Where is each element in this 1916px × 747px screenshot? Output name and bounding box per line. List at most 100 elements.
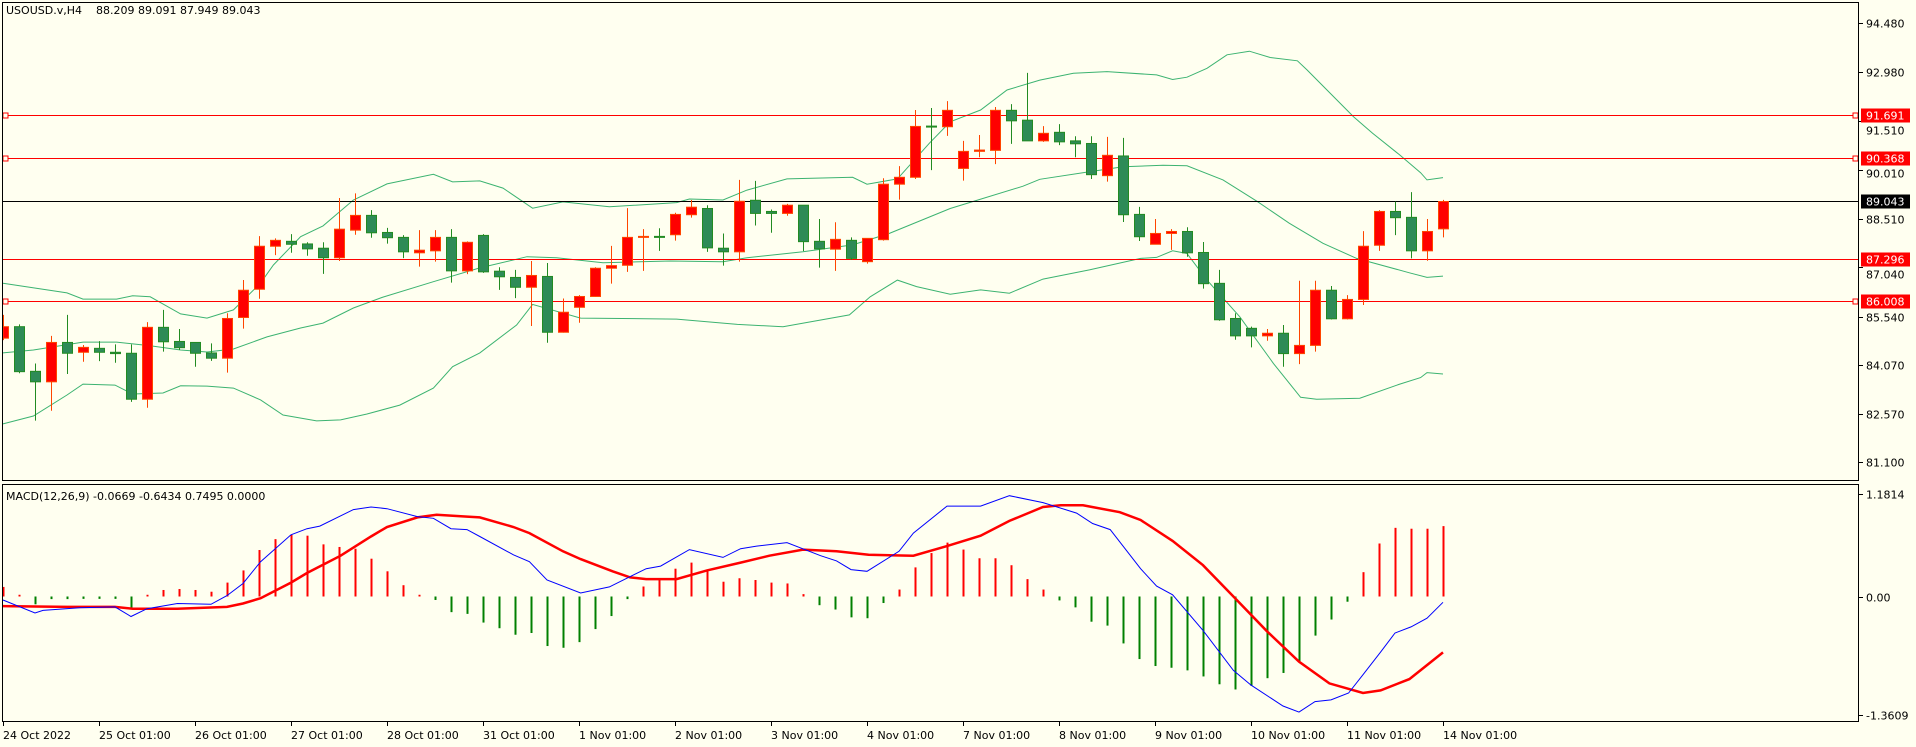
candle-body <box>350 214 361 231</box>
time-tick-label: 10 Nov 01:00 <box>1251 729 1325 742</box>
candle-body <box>974 149 985 152</box>
price-tick-label: 84.070 <box>1866 360 1905 373</box>
candle-body <box>1406 216 1417 252</box>
time-axis[interactable]: 24 Oct 2022 25 Oct 01:00 26 Oct 01:00 27 Oc… <box>3 722 1517 742</box>
candle-body <box>158 326 169 343</box>
candle-bearish <box>814 218 825 268</box>
candle-bullish <box>1150 218 1161 245</box>
candle-body <box>1326 289 1337 320</box>
candle-bullish <box>862 237 873 264</box>
macd-indicator-label: MACD(12,26,9) -0.0669 -0.6434 0.7495 0.0… <box>6 490 265 503</box>
level-price-badge-text: 90.368 <box>1866 153 1905 166</box>
candle-body <box>990 109 1001 151</box>
candle-bullish <box>1262 328 1273 341</box>
horizontal-levels[interactable] <box>2 112 1859 305</box>
candle-body <box>718 247 729 253</box>
level-price-badge-text: 87.296 <box>1866 254 1905 267</box>
candle-body <box>910 125 921 178</box>
candle-body <box>702 207 713 249</box>
macd-lines <box>2 495 1444 713</box>
candle-bearish <box>1278 325 1289 367</box>
candle-body <box>222 317 233 359</box>
candle-body <box>1102 154 1113 177</box>
candle-bullish <box>78 345 89 362</box>
level-anchor-handle[interactable] <box>2 155 9 162</box>
candle-body <box>1006 109 1017 122</box>
candle-bullish <box>1310 280 1321 352</box>
time-tick-label: 27 Oct 01:00 <box>291 729 363 742</box>
candle-body <box>318 247 329 259</box>
candle-bearish <box>382 227 393 244</box>
candle-bullish <box>462 241 473 275</box>
level-price-badge-text: 91.691 <box>1866 110 1905 123</box>
candle-body <box>62 341 73 354</box>
candle-body <box>1262 332 1273 337</box>
candle-body <box>1214 282 1225 321</box>
candle-bullish <box>222 313 233 373</box>
time-tick-label: 2 Nov 01:00 <box>675 729 742 742</box>
level-anchor-handle[interactable] <box>1852 298 1859 305</box>
candle-body <box>126 352 137 400</box>
candle-bearish <box>1070 136 1081 158</box>
macd-pane[interactable]: MACD(12,26,9) -0.0669 -0.6434 0.7495 0.0… <box>2 484 1909 723</box>
candle-bearish <box>446 229 457 283</box>
level-price-badge <box>1861 151 1910 166</box>
level-anchor-handle[interactable] <box>2 298 9 305</box>
candle-bearish <box>398 235 409 259</box>
candle-bullish <box>1102 136 1113 182</box>
candle-body <box>78 346 89 353</box>
candle-bearish <box>190 341 201 367</box>
candle-body <box>1246 327 1257 337</box>
candle-bearish <box>62 314 73 374</box>
candle-body <box>1422 230 1433 252</box>
chart-ohlc-readout: 88.209 89.091 87.949 89.043 <box>96 4 260 17</box>
time-tick-label: 24 Oct 2022 <box>3 729 71 742</box>
macd-main-line <box>2 495 1444 713</box>
price-tick-label: 85.540 <box>1866 312 1905 325</box>
candle-body <box>1150 232 1161 245</box>
macd-pane-frame <box>2 484 1859 722</box>
price-tick-label: 87.040 <box>1866 269 1905 282</box>
candle-bullish <box>1358 231 1369 306</box>
candle-bearish <box>1086 136 1097 179</box>
candle-body <box>862 237 873 263</box>
candle-body <box>2 326 9 339</box>
candle-body <box>654 235 665 238</box>
level-anchor-handle[interactable] <box>1852 112 1859 119</box>
candle-body <box>526 274 537 288</box>
price-axis[interactable]: 94.480 92.980 91.510 90.010 88.510 87.040 85.5… <box>1859 18 1905 470</box>
candle-bearish <box>30 363 41 421</box>
candle-bearish <box>766 209 777 233</box>
level-anchor-handle[interactable] <box>1852 155 1859 162</box>
macd-tick-label: -1.3609 <box>1866 710 1908 723</box>
candle-bullish <box>590 267 601 297</box>
candle-body <box>1118 155 1129 216</box>
candle-bullish <box>894 166 905 200</box>
level-anchor-handle[interactable] <box>2 112 9 119</box>
candle-body <box>958 150 969 169</box>
candle-body <box>94 347 105 353</box>
candle-bullish <box>334 197 345 262</box>
candle-body <box>766 210 777 214</box>
level-price-labels: 91.691 90.368 89.043 87.296 86.008 <box>1861 108 1910 309</box>
candle-body <box>894 176 905 185</box>
candle-body <box>430 236 441 252</box>
candle-bearish <box>302 242 313 256</box>
candle-bearish <box>846 237 857 261</box>
candle-bullish <box>1294 280 1305 365</box>
candle-bearish <box>366 210 377 238</box>
candlesticks <box>2 72 1449 421</box>
candle-body <box>142 326 153 400</box>
candle-body <box>1182 230 1193 254</box>
candle-bullish <box>782 203 793 216</box>
candle-bullish <box>46 335 57 411</box>
candle-body <box>1358 245 1369 300</box>
macd-tick-label: 0.00 <box>1866 592 1891 605</box>
candle-bullish <box>558 298 569 333</box>
level-price-badge-text: 86.008 <box>1866 296 1905 309</box>
candle-body <box>686 206 697 216</box>
time-tick-label: 4 Nov 01:00 <box>867 729 934 742</box>
candle-bullish <box>526 261 537 327</box>
price-pane[interactable]: USOUSD.v,H4 88.209 89.091 87.949 89.043 … <box>2 2 1911 481</box>
